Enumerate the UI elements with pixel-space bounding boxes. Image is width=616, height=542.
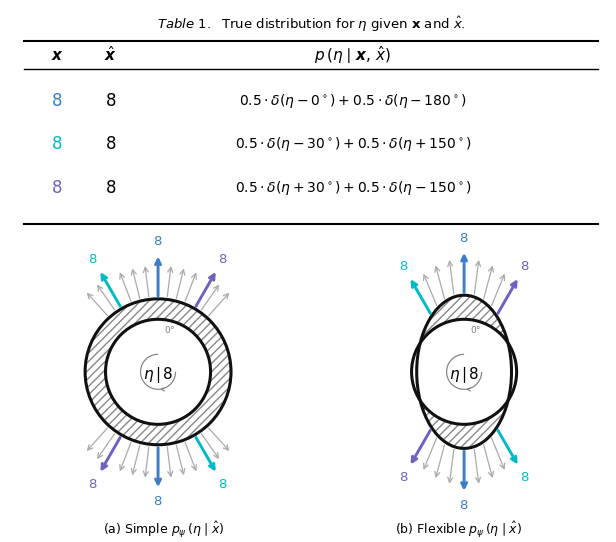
Circle shape (411, 319, 517, 424)
Text: $p\,(\eta \mid \boldsymbol{x},\, \hat{x})$: $p\,(\eta \mid \boldsymbol{x},\, \hat{x}… (314, 44, 391, 66)
Text: $8$: $8$ (460, 499, 469, 512)
Circle shape (85, 299, 231, 445)
Text: $0°$: $0°$ (164, 324, 175, 335)
Text: $0.5 \cdot \delta(\eta + 30^\circ) + 0.5 \cdot \delta(\eta - 150^\circ)$: $0.5 \cdot \delta(\eta + 30^\circ) + 0.5… (235, 179, 471, 197)
Ellipse shape (416, 295, 511, 448)
Text: $8$: $8$ (52, 135, 63, 153)
Text: $\eta\,|\,8$: $\eta\,|\,8$ (143, 365, 173, 385)
Text: $8$: $8$ (218, 478, 228, 491)
Text: $8$: $8$ (399, 470, 408, 483)
Text: $8$: $8$ (105, 135, 116, 153)
Text: $8$: $8$ (399, 260, 408, 273)
Text: $8$: $8$ (520, 260, 530, 273)
Text: $8$: $8$ (460, 232, 469, 245)
Text: $0°$: $0°$ (470, 324, 481, 335)
Text: $\boldsymbol{x}$: $\boldsymbol{x}$ (51, 48, 63, 62)
Text: $8$: $8$ (218, 253, 228, 266)
Text: $8$: $8$ (88, 478, 98, 491)
Text: $8$: $8$ (105, 92, 116, 110)
Text: (a) Simple $p_\psi\,(\eta \mid \hat{x})$: (a) Simple $p_\psi\,(\eta \mid \hat{x})$ (103, 520, 224, 540)
Text: $0.5 \cdot \delta(\eta - 0^\circ) + 0.5 \cdot \delta(\eta - 180^\circ)$: $0.5 \cdot \delta(\eta - 0^\circ) + 0.5 … (239, 92, 467, 110)
Text: (b) Flexible $p_\psi\,(\eta \mid \hat{x})$: (b) Flexible $p_\psi\,(\eta \mid \hat{x}… (395, 520, 522, 540)
Text: $0.5 \cdot \delta(\eta - 30^\circ) + 0.5 \cdot \delta(\eta + 150^\circ)$: $0.5 \cdot \delta(\eta - 30^\circ) + 0.5… (235, 135, 471, 153)
Text: $8$: $8$ (153, 495, 163, 508)
Text: $8$: $8$ (52, 179, 63, 197)
Text: $\eta\,|\,8$: $\eta\,|\,8$ (449, 365, 479, 385)
Text: $8$: $8$ (153, 235, 163, 248)
Text: $\mathit{Table\ 1.}$  True distribution for $\eta$ given $\mathbf{x}$ and $\hat{: $\mathit{Table\ 1.}$ True distribution f… (156, 15, 466, 34)
Text: $8$: $8$ (105, 179, 116, 197)
Text: $\hat{\boldsymbol{x}}$: $\hat{\boldsymbol{x}}$ (105, 46, 117, 64)
Text: $8$: $8$ (52, 92, 63, 110)
Circle shape (105, 319, 211, 424)
Text: $8$: $8$ (520, 470, 530, 483)
Text: $8$: $8$ (88, 253, 98, 266)
